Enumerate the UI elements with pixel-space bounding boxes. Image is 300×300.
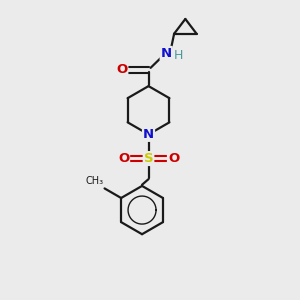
- Text: N: N: [143, 128, 154, 141]
- Text: H: H: [174, 49, 183, 62]
- Text: O: O: [118, 152, 129, 165]
- Text: O: O: [116, 63, 128, 76]
- Text: CH₃: CH₃: [85, 176, 103, 186]
- Text: S: S: [144, 152, 153, 165]
- Text: O: O: [168, 152, 179, 165]
- Text: N: N: [160, 47, 172, 60]
